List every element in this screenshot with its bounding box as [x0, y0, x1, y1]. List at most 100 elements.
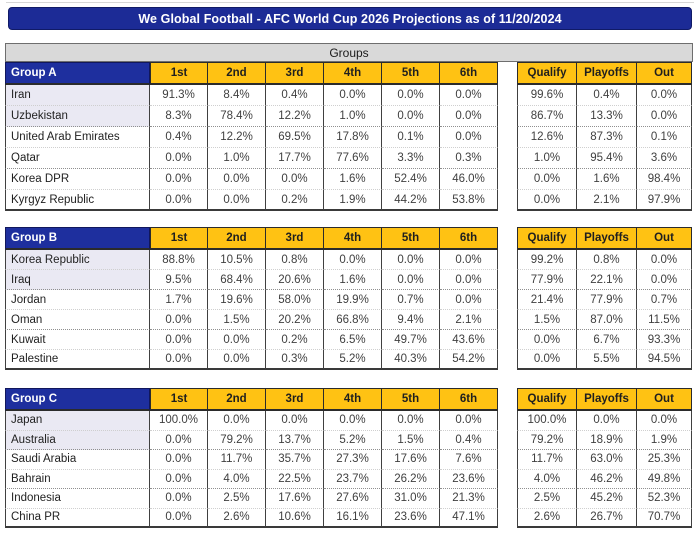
- outcome-cell: 87.0%: [577, 310, 637, 330]
- outcome-column-header: Out: [637, 62, 692, 85]
- position-cell: 0.0%: [324, 250, 382, 270]
- column-gap: [498, 190, 517, 211]
- title-bar: We Global Football - AFC World Cup 2026 …: [8, 7, 692, 30]
- position-cell: 0.0%: [440, 250, 498, 270]
- column-gap: [498, 127, 517, 148]
- column-gap: [498, 270, 517, 290]
- position-cell: 13.7%: [266, 430, 324, 450]
- outcome-cell: 0.0%: [637, 250, 692, 270]
- position-cell: 1.5%: [208, 310, 266, 330]
- position-cell: 17.7%: [266, 148, 324, 169]
- outcome-cell: 70.7%: [637, 508, 692, 528]
- position-cell: 17.8%: [324, 127, 382, 148]
- position-cell: 0.0%: [150, 508, 208, 528]
- position-cell: 5.2%: [324, 430, 382, 450]
- position-cell: 0.0%: [382, 411, 440, 431]
- team-name-cell: Qatar: [5, 148, 150, 169]
- group-name-header: Group B: [5, 227, 150, 250]
- window-top-edge: [6, 2, 694, 3]
- outcome-cell: 0.0%: [517, 190, 577, 211]
- team-name-cell: Uzbekistan: [5, 106, 150, 127]
- outcome-cell: 13.3%: [577, 106, 637, 127]
- team-name-cell: Palestine: [5, 350, 150, 370]
- position-cell: 27.3%: [324, 450, 382, 470]
- outcome-cell: 12.6%: [517, 127, 577, 148]
- outcome-cell: 0.8%: [577, 250, 637, 270]
- position-cell: 1.9%: [324, 190, 382, 211]
- position-cell: 66.8%: [324, 310, 382, 330]
- position-cell: 1.6%: [324, 270, 382, 290]
- outcome-cell: 49.8%: [637, 469, 692, 489]
- position-cell: 0.0%: [382, 250, 440, 270]
- outcome-cell: 77.9%: [577, 290, 637, 310]
- position-cell: 0.0%: [150, 350, 208, 370]
- position-column-header: 3rd: [266, 62, 324, 85]
- team-name-cell: United Arab Emirates: [5, 127, 150, 148]
- outcome-cell: 0.4%: [577, 85, 637, 106]
- column-gap: [498, 431, 517, 451]
- position-column-header: 1st: [150, 227, 208, 250]
- outcome-column-header: Qualify: [517, 62, 577, 85]
- position-cell: 0.0%: [150, 330, 208, 350]
- position-cell: 10.5%: [208, 250, 266, 270]
- position-cell: 2.5%: [208, 489, 266, 509]
- position-column-header: 5th: [382, 227, 440, 250]
- position-cell: 0.7%: [382, 290, 440, 310]
- position-cell: 0.0%: [440, 106, 498, 127]
- position-cell: 2.1%: [440, 310, 498, 330]
- outcome-cell: 11.7%: [517, 450, 577, 470]
- outcome-cell: 45.2%: [577, 489, 637, 509]
- page-title: We Global Football - AFC World Cup 2026 …: [138, 11, 562, 26]
- team-name-cell: Australia: [5, 430, 150, 450]
- outcome-cell: 86.7%: [517, 106, 577, 127]
- position-cell: 0.0%: [440, 411, 498, 431]
- outcome-column-header: Qualify: [517, 388, 577, 411]
- outcome-cell: 5.5%: [577, 350, 637, 370]
- outcome-cell: 2.5%: [517, 489, 577, 509]
- position-cell: 2.6%: [208, 508, 266, 528]
- position-cell: 20.6%: [266, 270, 324, 290]
- outcome-cell: 98.4%: [637, 169, 692, 190]
- position-cell: 0.4%: [266, 85, 324, 106]
- position-cell: 69.5%: [266, 127, 324, 148]
- position-cell: 1.7%: [150, 290, 208, 310]
- position-cell: 0.0%: [382, 85, 440, 106]
- position-column-header: 3rd: [266, 388, 324, 411]
- position-cell: 7.6%: [440, 450, 498, 470]
- position-cell: 1.6%: [324, 169, 382, 190]
- outcome-cell: 0.0%: [637, 106, 692, 127]
- position-cell: 26.2%: [382, 469, 440, 489]
- position-cell: 0.4%: [150, 127, 208, 148]
- group-name-header: Group C: [5, 388, 150, 411]
- position-cell: 8.4%: [208, 85, 266, 106]
- outcome-cell: 0.0%: [637, 85, 692, 106]
- position-cell: 0.1%: [382, 127, 440, 148]
- position-cell: 68.4%: [208, 270, 266, 290]
- position-cell: 17.6%: [266, 489, 324, 509]
- position-cell: 1.5%: [382, 430, 440, 450]
- position-column-header: 4th: [324, 388, 382, 411]
- column-gap: [498, 330, 517, 350]
- team-name-cell: Jordan: [5, 290, 150, 310]
- position-cell: 0.0%: [208, 190, 266, 211]
- position-column-header: 6th: [440, 388, 498, 411]
- position-column-header: 4th: [324, 62, 382, 85]
- position-cell: 5.2%: [324, 350, 382, 370]
- column-gap: [498, 85, 517, 106]
- outcome-cell: 11.5%: [637, 310, 692, 330]
- outcome-column-header: Out: [637, 388, 692, 411]
- column-gap: [498, 106, 517, 127]
- outcome-cell: 77.9%: [517, 270, 577, 290]
- outcome-cell: 94.5%: [637, 350, 692, 370]
- outcome-cell: 0.0%: [637, 411, 692, 431]
- position-cell: 31.0%: [382, 489, 440, 509]
- outcome-cell: 1.0%: [517, 148, 577, 169]
- position-cell: 19.6%: [208, 290, 266, 310]
- position-cell: 0.0%: [150, 430, 208, 450]
- position-cell: 0.0%: [208, 330, 266, 350]
- position-cell: 88.8%: [150, 250, 208, 270]
- outcome-cell: 2.1%: [577, 190, 637, 211]
- groups-section-label: Groups: [329, 45, 369, 60]
- team-name-cell: Indonesia: [5, 489, 150, 509]
- outcome-cell: 3.6%: [637, 148, 692, 169]
